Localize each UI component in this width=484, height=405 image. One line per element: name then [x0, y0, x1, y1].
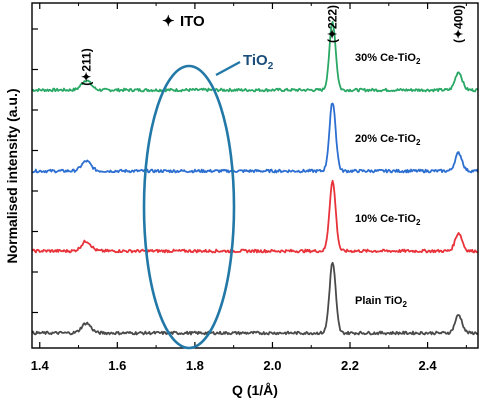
x-tick-label: 1.6 — [108, 358, 126, 373]
series-label-text: 10% Ce-TiO — [355, 213, 416, 225]
y-axis-title: Normalised intensity (a.u.) — [4, 88, 20, 263]
series-label-text: 20% Ce-TiO — [355, 133, 416, 145]
x-tick-label: 2.0 — [263, 358, 281, 373]
ito-legend-symbol: ✦ — [162, 13, 175, 30]
x-tick-label: 1.8 — [186, 358, 204, 373]
series-label-text: 30% Ce-TiO — [355, 52, 416, 64]
series-label-subscript: 2 — [416, 138, 421, 147]
x-tick-label: 2.4 — [419, 358, 438, 373]
peak-label: (✦222) — [326, 5, 340, 43]
tio2-highlight-label: TiO2 — [243, 52, 274, 72]
ticks-layer: 1.4 1.6 1.8 2.0 2.2 2.4 — [31, 3, 467, 373]
series-label-subscript: 2 — [416, 57, 421, 66]
series-label-subscript: 2 — [402, 300, 407, 309]
series-label: 10% Ce-TiO2 — [355, 213, 421, 227]
series-layer — [31, 20, 479, 336]
series-label: Plain TiO2 — [355, 295, 407, 309]
tio2-highlight-ellipse — [142, 64, 236, 350]
x-axis-title: Q (1/Å) — [232, 382, 278, 398]
peak-label: (✦400) — [452, 5, 466, 43]
series-label: 20% Ce-TiO2 — [355, 133, 421, 147]
series-line — [31, 261, 479, 336]
plot-frame — [31, 2, 479, 349]
peak-label: (✦211) — [79, 48, 93, 85]
series-line — [31, 179, 479, 254]
ito-legend-label: ITO — [180, 13, 205, 30]
series-label: 30% Ce-TiO2 — [355, 52, 421, 66]
ito-legend: ✦ ITO — [162, 13, 205, 30]
tio2-highlight-pointer — [215, 60, 241, 77]
tio2-highlight-subscript: 2 — [268, 61, 274, 72]
series-line — [32, 102, 479, 174]
series-label-subscript: 2 — [416, 218, 421, 227]
series-line — [31, 20, 479, 93]
x-tick-label: 1.4 — [31, 358, 50, 373]
tio2-highlight-text: TiO — [243, 52, 268, 69]
series-label-text: Plain TiO — [355, 295, 403, 307]
x-tick-label: 2.2 — [341, 358, 359, 373]
tio2-highlight: TiO2 — [142, 52, 274, 350]
